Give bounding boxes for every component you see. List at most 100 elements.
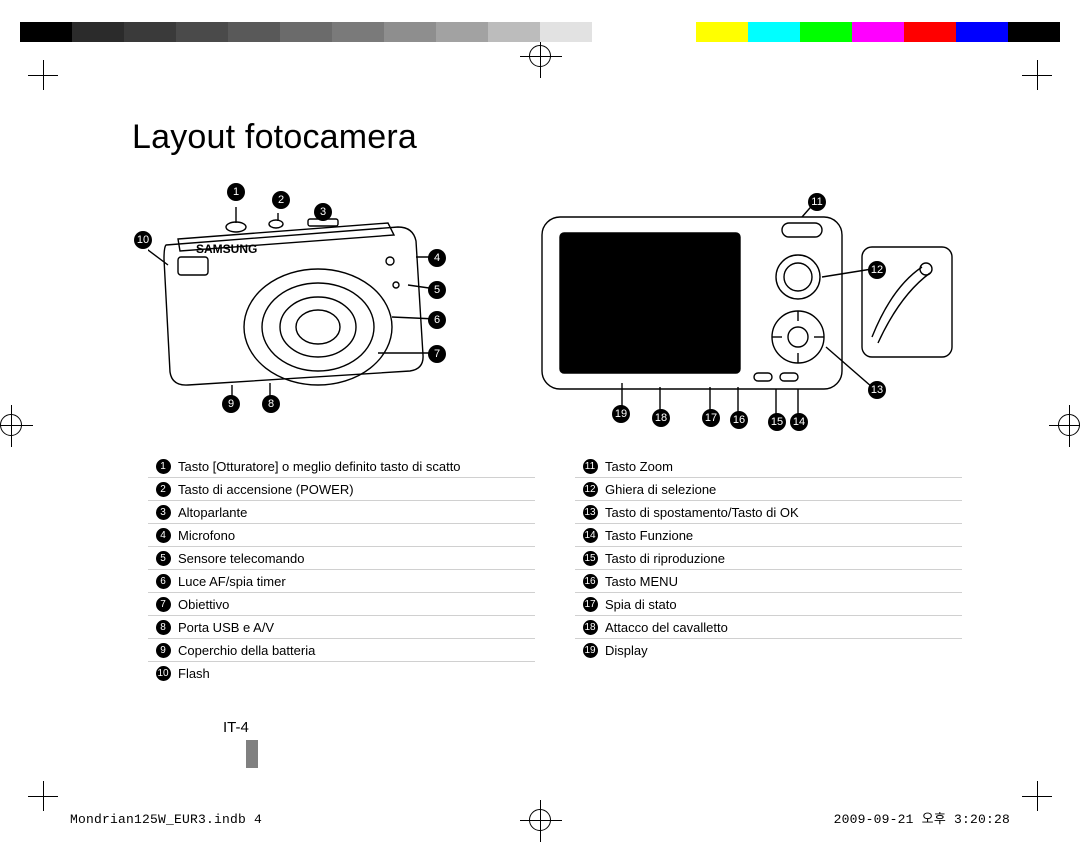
- color-swatch: [696, 22, 748, 42]
- diagram-area: SAMSUNG: [58, 177, 1022, 437]
- color-swatch: [644, 22, 696, 42]
- part-number: 2: [148, 482, 178, 497]
- callout-number: 9: [222, 395, 240, 413]
- crop-mark: [28, 781, 58, 811]
- table-row: 14Tasto Funzione: [575, 524, 962, 547]
- table-row: 13Tasto di spostamento/Tasto di OK: [575, 501, 962, 524]
- part-label: Tasto di riproduzione: [605, 551, 962, 566]
- color-swatch: [904, 22, 956, 42]
- page-number: IT-4: [223, 719, 249, 736]
- part-label: Microfono: [178, 528, 535, 543]
- footer-timestamp: 2009-09-21 오후 3:20:28: [834, 808, 1010, 827]
- table-row: 9Coperchio della batteria: [148, 639, 535, 662]
- color-swatch: [280, 22, 332, 42]
- part-number: 5: [148, 551, 178, 566]
- table-row: 4Microfono: [148, 524, 535, 547]
- part-label: Luce AF/spia timer: [178, 574, 535, 589]
- table-row: 1Tasto [Otturatore] o meglio definito ta…: [148, 455, 535, 478]
- callout-number: 16: [730, 411, 748, 429]
- color-swatch: [592, 22, 644, 42]
- part-number: 4: [148, 528, 178, 543]
- part-number: 1: [148, 459, 178, 474]
- camera-back-diagram: 111213141516171819: [522, 177, 962, 437]
- part-number: 7: [148, 597, 178, 612]
- color-swatch: [436, 22, 488, 42]
- color-swatch: [748, 22, 800, 42]
- parts-list-left: 1Tasto [Otturatore] o meglio definito ta…: [148, 455, 535, 684]
- part-number: 9: [148, 643, 178, 658]
- registration-mark: [529, 809, 551, 831]
- crop-mark: [1022, 781, 1052, 811]
- callout-number: 3: [314, 203, 332, 221]
- table-row: 5Sensore telecomando: [148, 547, 535, 570]
- part-label: Ghiera di selezione: [605, 482, 962, 497]
- table-row: 18Attacco del cavalletto: [575, 616, 962, 639]
- callout-number: 6: [428, 311, 446, 329]
- print-colorbar: [20, 22, 1060, 42]
- part-label: Tasto [Otturatore] o meglio definito tas…: [178, 459, 535, 474]
- part-label: Coperchio della batteria: [178, 643, 535, 658]
- callout-number: 17: [702, 409, 720, 427]
- part-label: Porta USB e A/V: [178, 620, 535, 635]
- table-row: 10Flash: [148, 662, 535, 684]
- part-label: Sensore telecomando: [178, 551, 535, 566]
- callout-number: 5: [428, 281, 446, 299]
- part-number: 15: [575, 551, 605, 566]
- part-label: Tasto di accensione (POWER): [178, 482, 535, 497]
- callout-number: 14: [790, 413, 808, 431]
- part-label: Obiettivo: [178, 597, 535, 612]
- callout-number: 8: [262, 395, 280, 413]
- color-swatch: [176, 22, 228, 42]
- part-number: 10: [148, 666, 178, 681]
- footer-filename: Mondrian125W_EUR3.indb 4: [70, 812, 262, 827]
- table-row: 8Porta USB e A/V: [148, 616, 535, 639]
- color-swatch: [20, 22, 72, 42]
- table-row: 16Tasto MENU: [575, 570, 962, 593]
- part-number: 12: [575, 482, 605, 497]
- part-number: 16: [575, 574, 605, 589]
- part-label: Flash: [178, 666, 535, 681]
- registration-mark: [529, 45, 551, 67]
- callout-number: 19: [612, 405, 630, 423]
- table-row: 11Tasto Zoom: [575, 455, 962, 478]
- color-swatch: [540, 22, 592, 42]
- part-label: Spia di stato: [605, 597, 962, 612]
- part-label: Attacco del cavalletto: [605, 620, 962, 635]
- table-row: 17Spia di stato: [575, 593, 962, 616]
- part-label: Tasto Funzione: [605, 528, 962, 543]
- callout-number: 18: [652, 409, 670, 427]
- parts-lists: 1Tasto [Otturatore] o meglio definito ta…: [58, 437, 1022, 684]
- page-tab-marker: [246, 740, 258, 768]
- part-label: Tasto MENU: [605, 574, 962, 589]
- callout-number: 13: [868, 381, 886, 399]
- part-number: 13: [575, 505, 605, 520]
- color-swatch: [72, 22, 124, 42]
- part-number: 11: [575, 459, 605, 474]
- color-swatch: [228, 22, 280, 42]
- registration-mark: [0, 414, 22, 436]
- color-swatch: [332, 22, 384, 42]
- color-swatch: [1008, 22, 1060, 42]
- parts-list-right: 11Tasto Zoom12Ghiera di selezione13Tasto…: [575, 455, 962, 684]
- part-number: 14: [575, 528, 605, 543]
- table-row: 12Ghiera di selezione: [575, 478, 962, 501]
- callout-number: 10: [134, 231, 152, 249]
- callout-number: 2: [272, 191, 290, 209]
- camera-front-diagram: SAMSUNG: [148, 177, 482, 427]
- callout-number: 1: [227, 183, 245, 201]
- table-row: 3Altoparlante: [148, 501, 535, 524]
- crop-mark: [1022, 60, 1052, 90]
- part-number: 8: [148, 620, 178, 635]
- color-swatch: [852, 22, 904, 42]
- part-label: Tasto di spostamento/Tasto di OK: [605, 505, 962, 520]
- part-label: Tasto Zoom: [605, 459, 962, 474]
- part-number: 19: [575, 643, 605, 658]
- table-row: 15Tasto di riproduzione: [575, 547, 962, 570]
- color-swatch: [384, 22, 436, 42]
- table-row: 7Obiettivo: [148, 593, 535, 616]
- table-row: 19Display: [575, 639, 962, 661]
- callout-number: 15: [768, 413, 786, 431]
- svg-text:SAMSUNG: SAMSUNG: [196, 242, 257, 256]
- color-swatch: [800, 22, 852, 42]
- crop-mark: [28, 60, 58, 90]
